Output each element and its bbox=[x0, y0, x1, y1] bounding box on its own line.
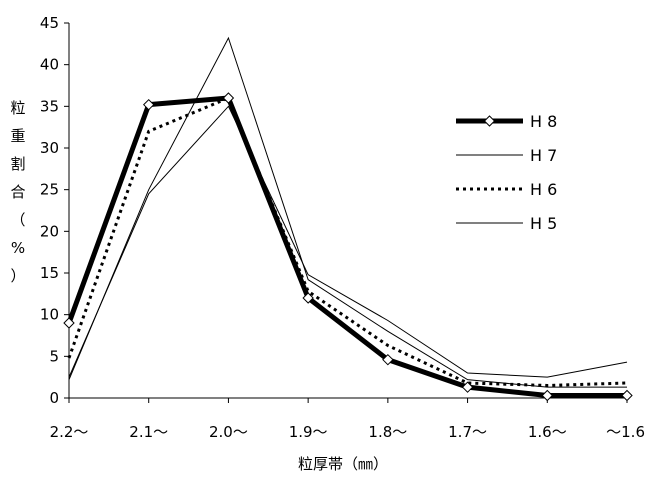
data-point-marker bbox=[302, 292, 314, 304]
y-tick-label: 15 bbox=[40, 264, 59, 282]
y-axis-title-char: 割 bbox=[10, 155, 25, 173]
y-axis-title-char: 重 bbox=[10, 127, 25, 145]
x-tick-label: 2.2〜 bbox=[50, 423, 89, 441]
legend-label: H 5 bbox=[530, 214, 557, 233]
x-tick-labels: 2.2〜 2.1〜 2.0〜 1.9〜 1.8〜 1.7〜 1.6〜 〜1.6 bbox=[50, 423, 645, 441]
y-axis-title-char: 合 bbox=[10, 183, 25, 201]
data-point-marker bbox=[63, 317, 75, 329]
axes bbox=[64, 22, 628, 403]
legend-label: H 8 bbox=[530, 112, 557, 131]
y-axis-title-char: % bbox=[11, 239, 25, 257]
y-tick-label: 45 bbox=[40, 14, 59, 32]
x-axis-title: 粒厚帯（㎜） bbox=[298, 455, 388, 473]
legend-label: H 7 bbox=[530, 146, 557, 165]
y-tick-labels: 0 5 10 15 20 25 30 35 40 45 bbox=[40, 14, 59, 407]
y-tick-label: 30 bbox=[40, 139, 59, 157]
x-tick-label: 1.6〜 bbox=[528, 423, 567, 441]
series-layer bbox=[63, 36, 633, 402]
y-tick-label: 5 bbox=[49, 347, 59, 365]
x-tick-label: 1.7〜 bbox=[448, 423, 487, 441]
y-axis-title-char: （ bbox=[10, 211, 25, 229]
legend: H 8 H 7 H 6 H 5 bbox=[456, 112, 557, 233]
y-axis-title-char: 粒 bbox=[10, 99, 25, 117]
data-point-marker bbox=[541, 389, 553, 402]
y-tick-label: 10 bbox=[40, 306, 59, 324]
x-tick-label: 2.0〜 bbox=[209, 423, 248, 441]
x-tick-label: 2.1〜 bbox=[129, 423, 168, 441]
series-line-h7 bbox=[68, 36, 627, 388]
legend-label: H 6 bbox=[530, 180, 557, 199]
x-tick-label: 1.9〜 bbox=[289, 423, 328, 441]
legend-marker bbox=[483, 115, 496, 127]
data-point-marker bbox=[461, 381, 474, 393]
data-point-marker bbox=[382, 353, 394, 366]
series-line-h6 bbox=[67, 96, 628, 388]
x-tick-label: 〜1.6 bbox=[606, 423, 645, 441]
y-axis-title-char: ） bbox=[10, 267, 25, 285]
data-point-marker bbox=[621, 389, 633, 402]
y-tick-label: 25 bbox=[40, 181, 59, 199]
y-tick-label: 35 bbox=[40, 97, 59, 115]
data-point-marker bbox=[143, 98, 155, 111]
data-point-marker bbox=[222, 92, 235, 104]
y-tick-label: 40 bbox=[40, 56, 59, 74]
series-line-h5 bbox=[68, 105, 628, 378]
series-line-h8 bbox=[66, 95, 627, 398]
y-tick-label: 20 bbox=[40, 222, 59, 240]
y-tick-label: 0 bbox=[49, 389, 59, 407]
x-tick-label: 1.8〜 bbox=[368, 423, 407, 441]
